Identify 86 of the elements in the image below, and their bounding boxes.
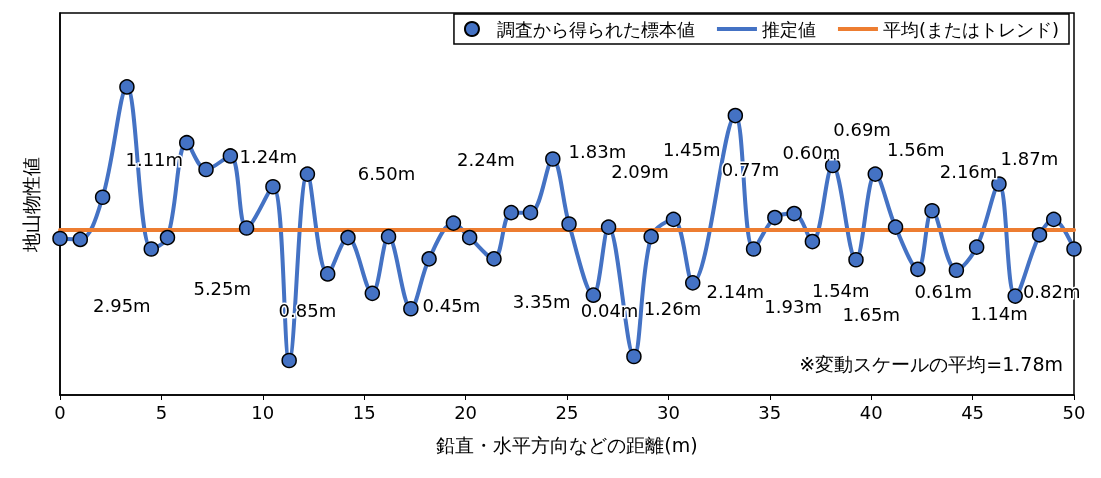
point <box>665 211 682 228</box>
point <box>94 189 111 205</box>
point <box>119 79 135 95</box>
point <box>265 179 281 195</box>
point <box>222 148 239 164</box>
point <box>299 166 316 182</box>
x-axis-title: 鉛直・水平方向などの距離(m) <box>436 433 698 456</box>
annotation: 5.25m <box>193 277 252 299</box>
point <box>910 261 926 278</box>
x-tick-label: 5 <box>155 401 168 423</box>
annotation: 2.95m <box>93 295 151 317</box>
annotation: 6.50m <box>357 162 416 184</box>
point <box>848 252 864 268</box>
annotation: 1.14m <box>970 302 1028 324</box>
annotation: 1.45m <box>662 138 721 160</box>
annotation: 0.45m <box>422 295 481 317</box>
point <box>486 251 502 267</box>
y-axis-title: 地山物性値 <box>19 156 42 253</box>
point <box>340 229 356 246</box>
x-tick-label: 25 <box>555 401 579 423</box>
annotation: 1.56m <box>887 138 945 160</box>
point <box>238 220 255 236</box>
point <box>503 204 519 221</box>
x-tick-label: 0 <box>54 401 66 423</box>
point <box>403 301 419 317</box>
legend-label: 平均(またはトレンド) <box>882 18 1059 40</box>
point <box>461 229 478 246</box>
point <box>727 107 744 124</box>
point <box>867 166 884 182</box>
point <box>924 203 940 219</box>
point <box>561 216 577 232</box>
point <box>786 205 802 222</box>
point <box>445 215 462 231</box>
point <box>991 176 1007 192</box>
point <box>52 230 68 247</box>
annotation: 0.60m <box>782 141 841 163</box>
point <box>767 209 783 226</box>
point <box>1031 227 1048 243</box>
x-tick-label: 15 <box>352 401 376 423</box>
point <box>159 229 176 246</box>
annotation: 1.65m <box>842 303 901 325</box>
annotation: 3.35m <box>512 291 571 313</box>
annotation: 2.14m <box>706 280 765 302</box>
point <box>421 251 437 267</box>
x-tick-label: 30 <box>656 401 680 423</box>
point <box>380 228 397 245</box>
point <box>281 352 297 369</box>
point <box>143 241 160 257</box>
annotation: 2.24m <box>457 148 515 170</box>
point <box>72 231 89 248</box>
point <box>522 204 539 221</box>
point <box>968 239 985 255</box>
point <box>1045 211 1062 228</box>
annotation: 0.61m <box>914 280 973 302</box>
point <box>685 275 701 291</box>
point <box>1007 288 1023 304</box>
annotation: 1.24m <box>239 146 298 168</box>
annotation: 2.16m <box>939 160 998 182</box>
annotation: ※変動スケールの平均=1.78m <box>799 352 1063 375</box>
point <box>948 262 965 278</box>
point <box>887 219 904 235</box>
annotation: 1.83m <box>568 140 627 162</box>
point <box>1066 241 1082 257</box>
point <box>585 287 602 303</box>
x-tick-label: 50 <box>1062 401 1086 423</box>
x-tick-label: 35 <box>758 401 782 423</box>
point <box>600 219 617 235</box>
annotation: 0.69m <box>833 118 891 140</box>
annotation: 1.26m <box>643 298 702 320</box>
point <box>643 228 659 245</box>
x-tick-label: 45 <box>961 401 985 423</box>
annotation: 1.87m <box>1000 147 1059 169</box>
point <box>319 266 336 282</box>
point <box>804 233 821 250</box>
point <box>198 161 214 178</box>
point <box>745 241 762 257</box>
x-tick-label: 20 <box>454 401 478 423</box>
x-tick-label: 10 <box>251 401 275 423</box>
legend-label: 調査から得られた標本値 <box>496 18 695 40</box>
x-tick-label: 40 <box>859 401 883 423</box>
point <box>626 348 642 365</box>
legend-label: 推定値 <box>761 18 816 40</box>
point <box>179 134 195 151</box>
point <box>545 151 561 167</box>
point <box>364 285 381 302</box>
annotation: 2.09m <box>611 160 669 182</box>
